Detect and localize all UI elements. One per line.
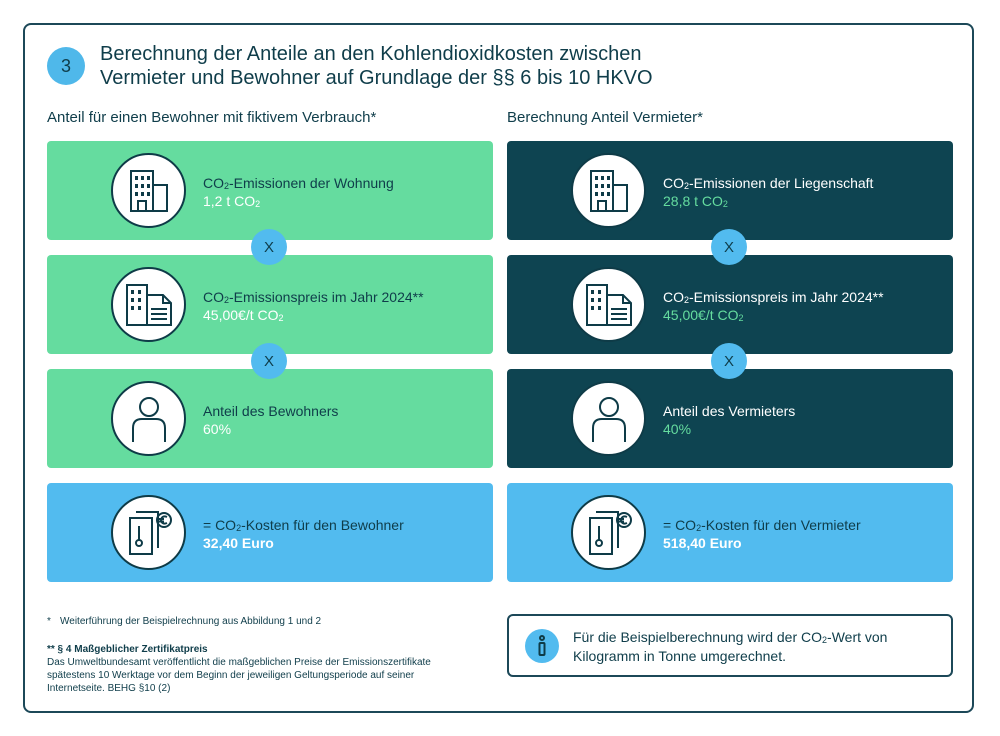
info-line-1: Für die Beispielberechnung wird der CO2-… <box>573 629 888 645</box>
right-column-heading: Berechnung Anteil Vermieter* <box>507 109 703 126</box>
right-share-value: 40% <box>663 421 692 437</box>
right-price-value: 45,00€/t CO2 <box>663 307 744 323</box>
footnote-1-marker: * <box>47 616 51 627</box>
footnote-2-line-1: Das Umweltbundesamt veröffentlicht die m… <box>47 657 431 668</box>
footnote-2-heading: ** § 4 Maßgeblicher Zertifikatpreis <box>47 644 208 655</box>
multiply-operator: X <box>711 229 747 265</box>
info-line-2: Kilogramm in Tonne umgerechnet. <box>573 648 786 664</box>
invoice-thermometer-euro-icon <box>111 495 186 570</box>
right-emissions-label: CO2-Emissionen der Liegenschaft <box>663 175 874 191</box>
person-icon <box>111 381 186 456</box>
left-emissions-label: CO2-Emissionen der Wohnung <box>203 175 394 191</box>
right-share-label: Anteil des Vermieters <box>663 403 796 419</box>
left-cost-label: = CO2-Kosten für den Bewohner <box>203 517 404 533</box>
multiply-operator: X <box>251 343 287 379</box>
left-cost-card: = CO2-Kosten für den Bewohner 32,40 Euro <box>47 483 493 582</box>
multiply-operator: X <box>711 343 747 379</box>
right-price-card: CO2-Emissionspreis im Jahr 2024** 45,00€… <box>507 255 953 354</box>
left-price-card: CO2-Emissionspreis im Jahr 2024** 45,00€… <box>47 255 493 354</box>
right-share-card: Anteil des Vermieters 40% <box>507 369 953 468</box>
page-title: Berechnung der Anteile an den Kohlendiox… <box>100 42 720 90</box>
right-cost-value: 518,40 Euro <box>663 535 742 551</box>
step-number: 3 <box>60 55 71 76</box>
footnote-1-text: Weiterführung der Beispielrechnung aus A… <box>60 616 322 627</box>
right-cost-label: = CO2-Kosten für den Vermieter <box>663 517 861 533</box>
info-icon <box>525 629 559 663</box>
multiply-operator: X <box>251 229 287 265</box>
building-document-icon <box>571 267 646 342</box>
left-emissions-value: 1,2 t CO2 <box>203 193 261 209</box>
right-emissions-card: CO2-Emissionen der Liegenschaft 28,8 t C… <box>507 141 953 240</box>
title-line-1: Berechnung der Anteile an den Kohlendiox… <box>100 43 642 65</box>
right-price-label: CO2-Emissionspreis im Jahr 2024** <box>663 289 884 305</box>
building-document-icon <box>111 267 186 342</box>
left-share-value: 60% <box>203 421 232 437</box>
left-emissions-card: CO2-Emissionen der Wohnung 1,2 t CO2 <box>47 141 493 240</box>
title-line-2: Vermieter und Bewohner auf Grundlage der… <box>100 67 653 89</box>
right-cost-card: = CO2-Kosten für den Vermieter 518,40 Eu… <box>507 483 953 582</box>
building-icon <box>111 153 186 228</box>
left-column-heading: Anteil für einen Bewohner mit fiktivem V… <box>47 109 377 126</box>
left-cost-value: 32,40 Euro <box>203 535 274 551</box>
invoice-thermometer-euro-icon <box>571 495 646 570</box>
step-number-badge: 3 <box>47 47 85 85</box>
info-box: Für die Beispielberechnung wird der CO2-… <box>507 614 953 677</box>
left-price-value: 45,00€/t CO2 <box>203 307 284 323</box>
outer-frame <box>23 23 974 713</box>
building-icon <box>571 153 646 228</box>
left-share-card: Anteil des Bewohners 60% <box>47 369 493 468</box>
right-emissions-value: 28,8 t CO2 <box>663 193 728 209</box>
left-price-label: CO2-Emissionspreis im Jahr 2024** <box>203 289 424 305</box>
left-share-label: Anteil des Bewohners <box>203 403 339 419</box>
footnote-2: ** § 4 Maßgeblicher Zertifikatpreis Das … <box>47 643 487 695</box>
info-text: Für die Beispielberechnung wird der CO2-… <box>573 628 887 666</box>
footnote-2-line-2: spätestens 10 Werktage vor dem Beginn de… <box>47 670 415 681</box>
footnote-1: * Weiterführung der Beispielrechnung aus … <box>47 616 321 627</box>
footnote-2-line-3: Internetseite. BEHG §10 (2) <box>47 683 171 694</box>
person-icon <box>571 381 646 456</box>
